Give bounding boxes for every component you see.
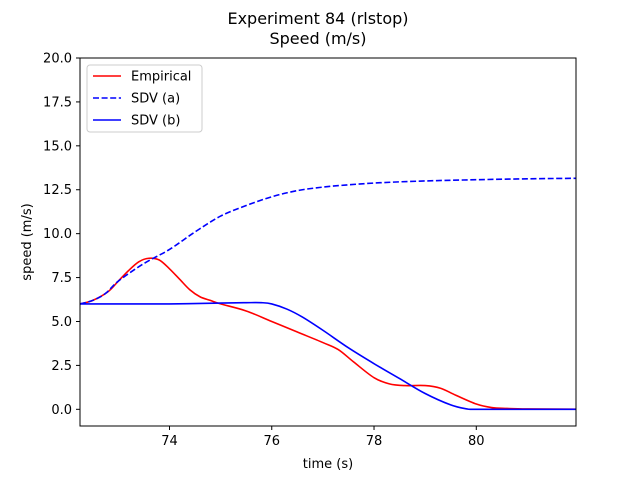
y-tick-label: 10.0 xyxy=(43,227,72,242)
y-tick-label: 17.5 xyxy=(43,95,72,110)
y-tick-label: 7.5 xyxy=(51,271,72,286)
axes-frame xyxy=(79,57,577,427)
y-axis-label: speed (m/s) xyxy=(20,203,35,280)
x-tick-label: 76 xyxy=(263,434,280,449)
plot-area xyxy=(80,177,576,411)
y-tick-label: 0.0 xyxy=(51,403,72,418)
legend-label-sdv-a: SDV (a) xyxy=(131,92,180,107)
y-tick-label: 12.5 xyxy=(43,183,72,198)
legend: Empirical SDV (a) SDV (b) xyxy=(86,64,203,133)
x-axis-label: time (s) xyxy=(303,457,353,472)
y-tick-label: 5.0 xyxy=(51,315,72,330)
series-line-empirical xyxy=(80,257,576,410)
chart-subtitle: Speed (m/s) xyxy=(269,29,366,48)
chart-title: Experiment 84 (rlstop) xyxy=(227,9,408,28)
y-tick-label: 2.5 xyxy=(51,359,72,374)
x-tick-label: 74 xyxy=(161,434,178,449)
legend-label-sdv-b: SDV (b) xyxy=(131,114,180,129)
axis-ticks: 74 76 78 80 0.0 2.5 5.0 7.5 10.0 12.5 15.0 17.5 20.0 xyxy=(43,52,485,450)
legend-label-empirical: Empirical xyxy=(131,70,191,85)
legend-box xyxy=(86,64,203,133)
x-tick-label: 78 xyxy=(366,434,383,449)
y-tick-label: 15.0 xyxy=(43,139,72,154)
y-tick-label: 20.0 xyxy=(43,52,72,67)
series-line-sdv-b xyxy=(80,301,576,411)
x-tick-label: 80 xyxy=(468,434,485,449)
series-line-sdv-a xyxy=(80,177,576,305)
